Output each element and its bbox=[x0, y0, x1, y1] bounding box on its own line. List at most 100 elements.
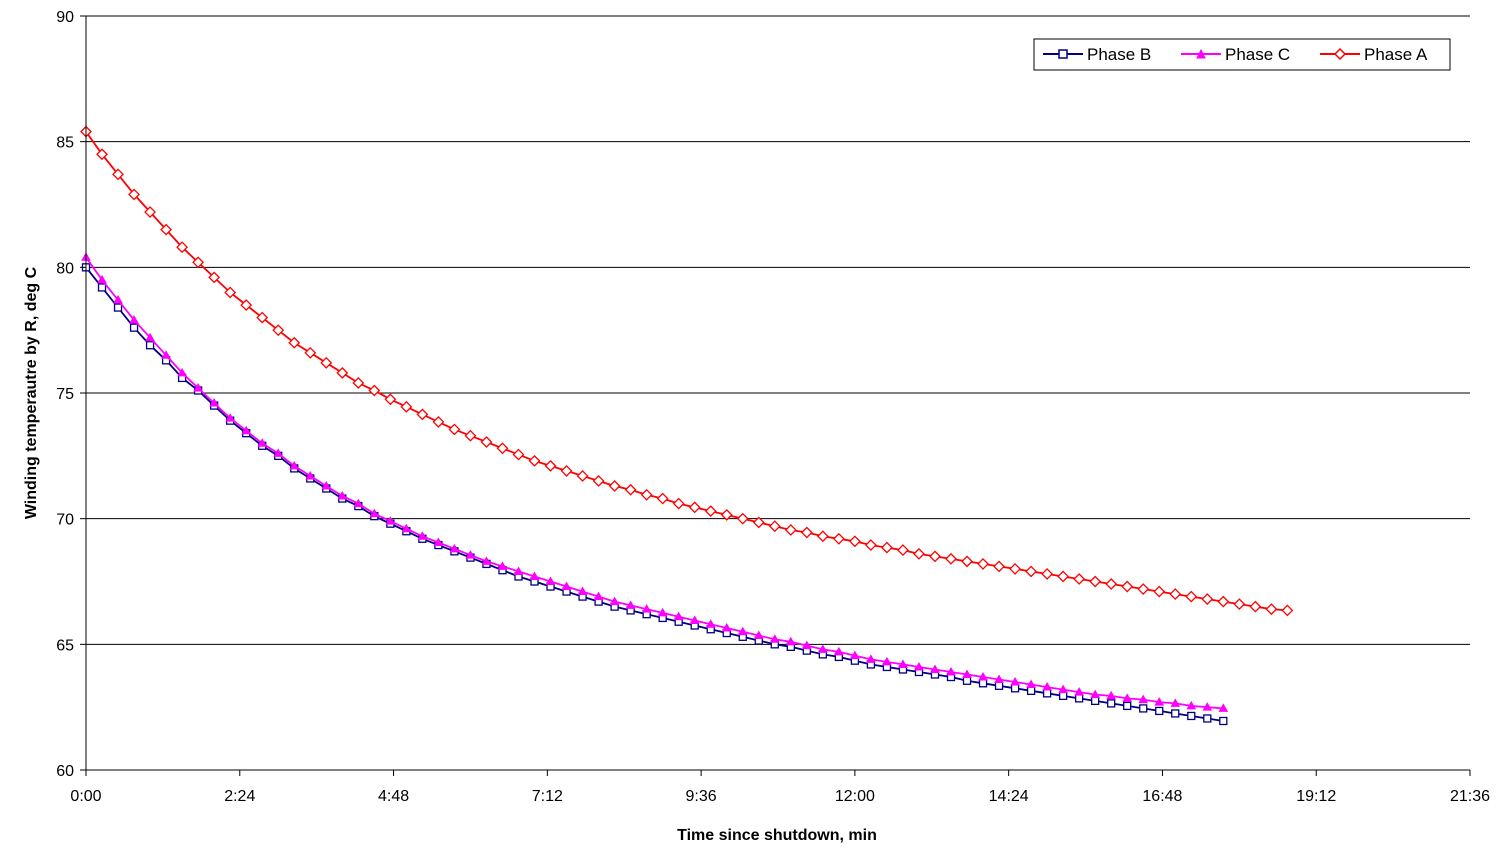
tick-labels: 60 65 70 75 80 85 90 0:00 2:24 4:48 7:12 9:36 12:00 1… bbox=[56, 9, 1490, 805]
data-point-phase-c bbox=[850, 650, 860, 660]
data-point-phase-c bbox=[882, 656, 892, 666]
data-point-phase-a bbox=[240, 299, 253, 311]
data-point-phase-c bbox=[529, 571, 540, 580]
data-point-phase-a bbox=[592, 475, 605, 487]
data-point-phase-c bbox=[994, 674, 1004, 684]
gridlines bbox=[86, 15, 1470, 771]
data-point-phase-a bbox=[832, 532, 845, 545]
data-point-phase-b bbox=[1155, 706, 1164, 716]
data-point-phase-b bbox=[1026, 686, 1036, 695]
data-point-phase-a bbox=[864, 539, 877, 551]
data-point-phase-c bbox=[273, 448, 284, 457]
data-point-phase-a bbox=[1137, 583, 1150, 595]
series-line-phase-a bbox=[85, 131, 1288, 612]
legend-marker-phase-b bbox=[1058, 49, 1068, 59]
data-point-phase-a bbox=[1185, 590, 1198, 603]
data-point-phase-a bbox=[352, 377, 365, 389]
y-tick-label: 60 bbox=[56, 763, 74, 780]
series-phase-a bbox=[80, 125, 1294, 617]
data-point-phase-c bbox=[705, 619, 716, 628]
x-axis-title: Time since shutdown, min bbox=[677, 827, 877, 844]
data-point-phase-a bbox=[96, 148, 108, 161]
y-tick-label: 85 bbox=[56, 135, 74, 152]
series-line-phase-c bbox=[85, 256, 1224, 710]
data-point-phase-a bbox=[528, 454, 541, 467]
data-point-phase-c bbox=[145, 332, 155, 342]
data-point-phase-a bbox=[672, 497, 685, 510]
data-point-phase-a bbox=[256, 311, 269, 324]
legend-item-phase-b: Phase B bbox=[1043, 45, 1151, 64]
data-point-phase-c bbox=[1170, 698, 1181, 707]
data-point-phase-c bbox=[1202, 702, 1213, 711]
y-axis-title: Winding temperautre by R, deg C bbox=[23, 266, 40, 519]
data-point-phase-a bbox=[881, 541, 893, 554]
data-point-phase-c bbox=[1154, 697, 1165, 706]
x-tick-label: 14:24 bbox=[989, 788, 1029, 805]
data-point-phase-c bbox=[385, 516, 396, 525]
data-point-phase-c bbox=[161, 350, 171, 359]
data-point-phase-b bbox=[1203, 714, 1212, 723]
data-point-phase-c bbox=[801, 640, 812, 650]
data-point-phase-a bbox=[752, 516, 765, 529]
data-point-phase-c bbox=[321, 480, 332, 490]
data-point-phase-c bbox=[305, 470, 316, 480]
data-point-phase-a bbox=[1025, 565, 1038, 578]
data-point-phase-c bbox=[689, 615, 700, 624]
data-point-phase-c bbox=[946, 666, 956, 676]
legend-label-phase-a: Phase A bbox=[1364, 45, 1428, 64]
x-tick-label: 16:48 bbox=[1142, 788, 1182, 805]
data-point-phase-c bbox=[417, 531, 428, 540]
data-point-phase-a bbox=[1057, 570, 1070, 583]
data-point-phase-c bbox=[962, 669, 972, 678]
data-point-phase-a bbox=[1009, 563, 1021, 575]
data-point-phase-c bbox=[1138, 694, 1149, 704]
x-tick-label: 0:00 bbox=[70, 788, 101, 805]
data-point-phase-c bbox=[737, 626, 748, 636]
data-point-phase-a bbox=[1041, 568, 1054, 580]
legend-label-phase-c: Phase C bbox=[1225, 45, 1290, 64]
data-point-phase-a bbox=[977, 557, 989, 570]
data-point-phase-c bbox=[241, 425, 252, 435]
x-tick-label: 12:00 bbox=[835, 788, 875, 805]
data-point-phase-a bbox=[688, 501, 701, 514]
data-point-phase-a bbox=[913, 547, 925, 560]
data-point-phase-c bbox=[497, 561, 508, 570]
data-point-phase-a bbox=[897, 544, 909, 557]
data-point-phase-c bbox=[898, 659, 908, 668]
data-point-phase-a bbox=[464, 429, 477, 442]
y-tick-label: 80 bbox=[56, 260, 74, 277]
data-point-phase-a bbox=[368, 384, 381, 397]
data-point-phase-a bbox=[929, 550, 941, 563]
data-point-phase-c bbox=[753, 630, 764, 640]
data-point-phase-b bbox=[1171, 709, 1180, 718]
data-point-phase-a bbox=[480, 436, 493, 448]
data-point-phase-a bbox=[848, 535, 861, 548]
data-point-phase-a bbox=[512, 448, 525, 461]
x-tick-label: 4:48 bbox=[378, 788, 409, 805]
data-point-phase-b bbox=[1091, 696, 1100, 706]
legend-marker-phase-c bbox=[1196, 48, 1206, 59]
data-point-phase-c bbox=[481, 556, 492, 565]
data-point-phase-c bbox=[289, 460, 300, 470]
data-point-phase-b bbox=[1074, 694, 1084, 703]
data-point-phase-a bbox=[640, 488, 653, 501]
data-point-phase-c bbox=[1122, 693, 1133, 702]
x-tick-label: 7:12 bbox=[532, 788, 563, 805]
data-point-phase-b bbox=[962, 676, 972, 685]
data-point-phase-a bbox=[224, 286, 237, 299]
data-point-phase-c bbox=[193, 382, 203, 392]
data-point-phase-a bbox=[1121, 580, 1134, 593]
data-point-phase-a bbox=[400, 400, 413, 413]
data-point-phase-a bbox=[800, 526, 813, 539]
data-point-phase-c bbox=[545, 576, 556, 585]
data-point-phase-c bbox=[97, 274, 107, 284]
data-point-phase-c bbox=[641, 604, 652, 613]
data-point-phase-c bbox=[914, 661, 924, 671]
data-point-phase-c bbox=[113, 294, 123, 304]
data-point-phase-c bbox=[785, 636, 796, 646]
data-point-phase-a bbox=[208, 271, 221, 284]
data-point-phase-a bbox=[1233, 598, 1246, 611]
data-point-phase-b bbox=[1123, 701, 1132, 711]
data-point-phase-a bbox=[448, 423, 461, 436]
data-point-phase-b bbox=[129, 323, 139, 332]
